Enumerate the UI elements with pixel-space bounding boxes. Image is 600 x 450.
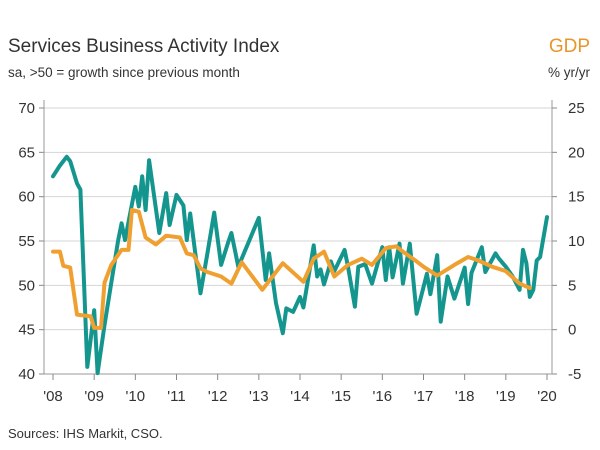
left-tick-label: 60 [18, 189, 35, 206]
x-tick-label: '10 [126, 388, 146, 405]
x-tick-label: '16 [373, 388, 393, 405]
left-tick-label: 50 [18, 277, 35, 294]
x-tick-label: '11 [167, 388, 185, 405]
chart-title: Services Business Activity Index [8, 36, 280, 57]
right-tick-label: 20 [568, 144, 585, 161]
left-tick-label: 65 [18, 144, 35, 161]
right-tick-label: 10 [568, 233, 585, 250]
x-tick-label: '09 [84, 388, 104, 405]
right-axis-title: GDP [548, 36, 590, 57]
x-tick-label: '18 [455, 388, 475, 405]
x-tick-label: '12 [208, 388, 228, 405]
x-tick-label: '17 [414, 388, 434, 405]
services-index-line [51, 154, 549, 376]
right-tick-label: 5 [568, 277, 576, 294]
gdp-line [51, 208, 532, 330]
left-tick-label: 45 [18, 322, 35, 339]
left-tick-label: 70 [18, 100, 35, 117]
x-tick-label: '13 [249, 388, 269, 405]
right-tick-label: 15 [568, 189, 585, 206]
right-tick-label: -5 [568, 366, 581, 383]
left-tick-label: 40 [18, 366, 35, 383]
x-tick-label: '20 [537, 388, 557, 405]
source-note: Sources: IHS Markit, CSO. [8, 426, 163, 441]
left-tick-label: 55 [18, 233, 35, 250]
x-tick-label: '15 [331, 388, 351, 405]
x-tick-label: '14 [290, 388, 310, 405]
right-tick-label: 0 [568, 322, 576, 339]
x-tick-label: '19 [496, 388, 516, 405]
right-tick-label: 25 [568, 100, 585, 117]
right-axis-unit: % yr/yr [548, 65, 590, 80]
chart-subtitle: sa, >50 = growth since previous month [8, 65, 240, 80]
x-tick-label: '08 [43, 388, 63, 405]
